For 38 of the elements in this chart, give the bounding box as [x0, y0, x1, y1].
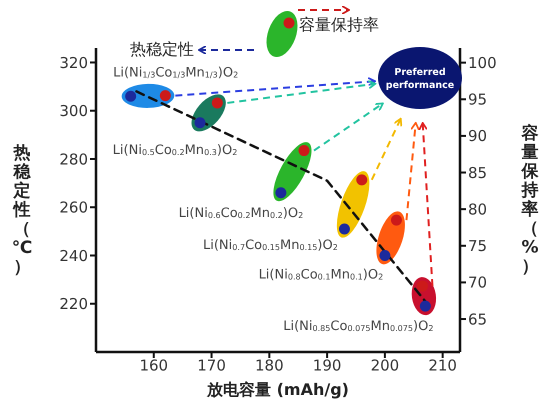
point: [212, 97, 223, 108]
point: [356, 174, 368, 186]
point: [194, 117, 206, 128]
y-tick-label: 240: [59, 246, 88, 265]
point: [420, 300, 431, 312]
y2-tick-label: 80: [468, 200, 488, 218]
y2-tick-label: 85: [468, 164, 488, 182]
y2-tick-label: 70: [468, 274, 488, 292]
y2-tick-label: 95: [468, 90, 488, 109]
x-axis-title: 放电容量 (mAh/g): [206, 380, 349, 399]
y-tick-label: 300: [59, 102, 88, 120]
y2-tick-label: 65: [468, 310, 488, 328]
x-tick-label: 200: [370, 356, 400, 375]
point: [298, 145, 310, 156]
point: [379, 250, 390, 261]
x-tick-label: 210: [428, 356, 457, 375]
y-tick-label: 220: [59, 295, 88, 314]
point: [275, 187, 286, 198]
x-tick-label: 180: [255, 356, 284, 375]
point: [390, 214, 402, 226]
point: [338, 223, 350, 234]
x-tick-label: 170: [197, 356, 226, 375]
y-tick-label: 280: [59, 150, 88, 168]
point: [416, 280, 428, 292]
annotation: Preferred performance: [386, 67, 454, 91]
point: [160, 90, 171, 102]
y2-tick-label: 75: [468, 237, 488, 256]
y-tick-label: 320: [59, 54, 88, 72]
legend-label: 容量保持率: [299, 15, 379, 34]
y-tick-label: 260: [59, 198, 88, 217]
x-tick-label: 160: [139, 356, 168, 375]
text: 热稳定性: [130, 39, 194, 58]
y2-axis-title: 容量保持率（%）: [520, 123, 540, 276]
x-tick-label: 190: [312, 356, 342, 375]
point: [125, 90, 136, 102]
y-axis-title: 热稳定性（℃）: [12, 142, 32, 277]
y2-tick-label: 90: [468, 127, 488, 146]
y2-tick-label: 100: [468, 54, 497, 72]
